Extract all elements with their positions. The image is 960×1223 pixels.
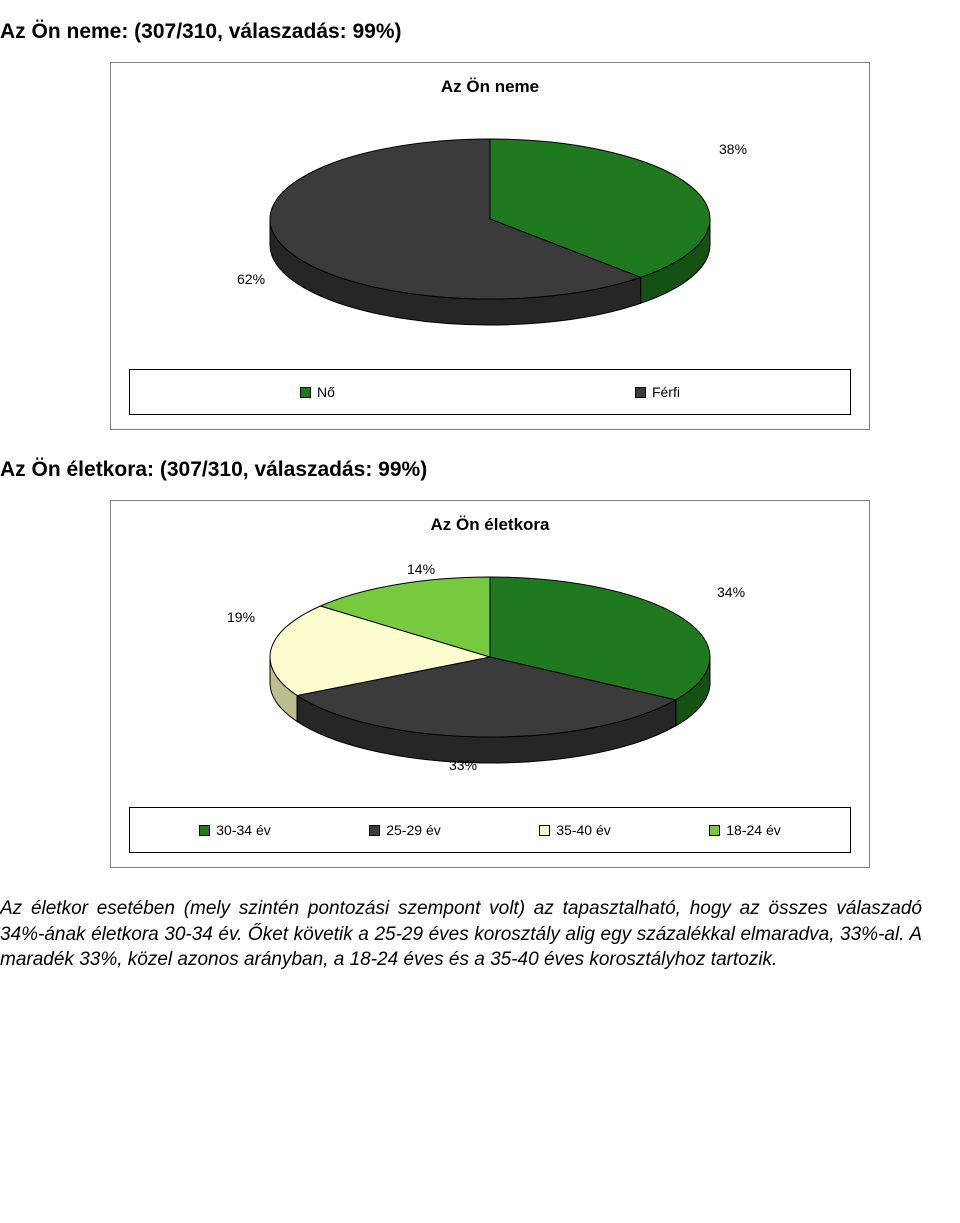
legend-label: 25-29 év <box>386 822 440 838</box>
pie-slice-label: 34% <box>717 584 745 600</box>
legend-item: Férfi <box>635 384 680 400</box>
pie-slice-label: 62% <box>237 271 265 287</box>
chart-gender-legend: Nő Férfi <box>129 369 851 415</box>
legend-swatch <box>300 387 311 398</box>
chart-age-pie: 34% 33% 19% 14% <box>119 539 861 799</box>
pie-slice-label: 19% <box>227 609 255 625</box>
pie-slice-label: 14% <box>407 561 435 577</box>
legend-label: Férfi <box>652 384 680 400</box>
legend-item: 30-34 év <box>199 822 270 838</box>
heading-gender: Az Ön neme: (307/310, válaszadás: 99%) <box>0 20 930 44</box>
legend-item: 18-24 év <box>709 822 780 838</box>
legend-label: Nő <box>317 384 335 400</box>
chart-age-title: Az Ön életkora <box>119 509 861 539</box>
legend-swatch <box>709 825 720 836</box>
legend-item: Nő <box>300 384 335 400</box>
chart-age-legend: 30-34 év 25-29 év 35-40 év 18-24 év <box>129 807 851 853</box>
pie-slice-label: 33% <box>449 757 477 773</box>
legend-swatch <box>199 825 210 836</box>
pie-slice-label: 38% <box>719 141 747 157</box>
legend-label: 18-24 év <box>726 822 780 838</box>
legend-item: 25-29 év <box>369 822 440 838</box>
legend-swatch <box>369 825 380 836</box>
chart-gender-container: Az Ön neme 38% 62% Nő Férfi <box>110 62 870 430</box>
legend-label: 35-40 év <box>556 822 610 838</box>
legend-swatch <box>635 387 646 398</box>
chart-age-container: Az Ön életkora 34% 33% 19% 14% 30-34 év 25-2… <box>110 500 870 868</box>
chart-gender-title: Az Ön neme <box>119 71 861 101</box>
legend-label: 30-34 év <box>216 822 270 838</box>
chart-gender-pie: 38% 62% <box>119 101 861 361</box>
analysis-paragraph: Az életkor esetében (mely szintén pontoz… <box>0 896 930 973</box>
legend-item: 35-40 év <box>539 822 610 838</box>
heading-age: Az Ön életkora: (307/310, válaszadás: 99… <box>0 458 930 482</box>
legend-swatch <box>539 825 550 836</box>
